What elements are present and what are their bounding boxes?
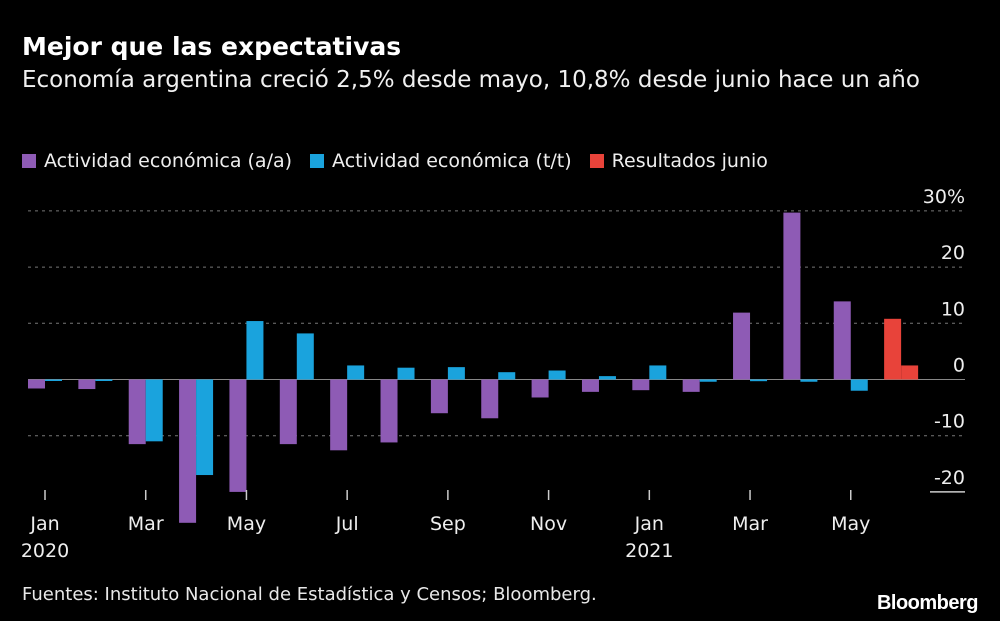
bar-tt	[296, 333, 314, 380]
x-tick-label: May	[227, 513, 266, 535]
bar-aa	[481, 379, 499, 419]
bar-aa	[430, 379, 448, 414]
bar-aa	[531, 379, 549, 398]
y-tick-label: 20	[941, 242, 965, 264]
bar-aa	[78, 379, 96, 390]
x-tick-label: Jan	[634, 513, 664, 535]
x-tick-year: 2021	[625, 540, 673, 562]
legend-item-junio: Resultados junio	[589, 150, 768, 172]
bar-aa	[733, 312, 751, 380]
legend: Actividad económica (a/a) Actividad econ…	[22, 150, 768, 172]
bar-tt	[397, 367, 415, 380]
bar-aa	[581, 379, 599, 392]
legend-label-tt: Actividad económica (t/t)	[332, 150, 572, 172]
bar-junio-aa	[884, 318, 902, 380]
bar-aa	[179, 379, 197, 523]
x-tick-label: Mar	[732, 513, 768, 535]
bar-tt	[699, 379, 717, 382]
bar-aa	[229, 379, 247, 492]
y-tick-label: 0	[953, 355, 965, 377]
bar-aa	[279, 379, 297, 445]
x-tick-label: Nov	[530, 513, 567, 535]
chart-subtitle: Economía argentina creció 2,5% desde may…	[22, 67, 920, 93]
legend-swatch-junio	[589, 154, 604, 168]
bar-aa	[330, 379, 348, 451]
legend-item-aa: Actividad económica (a/a)	[22, 150, 292, 172]
bar-tt	[145, 379, 163, 442]
bar-aa	[128, 379, 146, 445]
bar-tt	[498, 372, 516, 380]
x-tick-label: Jan	[29, 513, 59, 535]
x-tick-label: Sep	[430, 513, 466, 535]
legend-label-aa: Actividad económica (a/a)	[44, 150, 293, 172]
bar-aa	[682, 379, 700, 392]
bar-tt	[347, 365, 365, 380]
bar-tt	[45, 379, 62, 381]
bar-tt	[800, 379, 818, 382]
bar-tt	[447, 367, 465, 380]
legend-swatch-tt	[310, 154, 325, 168]
legend-label-junio: Resultados junio	[611, 150, 768, 172]
y-tick-label: -10	[934, 411, 965, 433]
legend-swatch-aa	[22, 154, 36, 168]
bar-aa	[833, 301, 851, 380]
y-tick-label: 30%	[923, 186, 965, 208]
bar-tt	[95, 379, 113, 381]
x-tick-year: 2020	[21, 540, 69, 562]
x-tick-label: Mar	[128, 513, 164, 535]
bar-tt	[649, 365, 667, 380]
bloomberg-logo: Bloomberg	[876, 592, 979, 614]
y-tick-label: 10	[941, 298, 965, 320]
y-tick-label: -20	[934, 467, 965, 489]
legend-item-tt: Actividad económica (t/t)	[310, 150, 572, 172]
bar-aa	[28, 379, 45, 389]
bar-tt	[246, 321, 264, 380]
bar-aa	[380, 379, 398, 443]
bar-tt	[196, 379, 214, 476]
bar-aa	[632, 379, 650, 391]
x-tick-label: Jul	[335, 513, 359, 535]
bar-junio-tt	[901, 365, 919, 380]
bar-tt	[548, 370, 566, 380]
bar-aa	[783, 212, 801, 380]
source-note: Fuentes: Instituto Nacional de Estadísti…	[22, 584, 597, 605]
bar-tt	[750, 379, 768, 382]
x-tick-label: May	[831, 513, 870, 535]
bar-tt	[598, 376, 616, 380]
chart-title: Mejor que las expectativas	[22, 32, 402, 61]
bar-tt	[850, 379, 868, 391]
